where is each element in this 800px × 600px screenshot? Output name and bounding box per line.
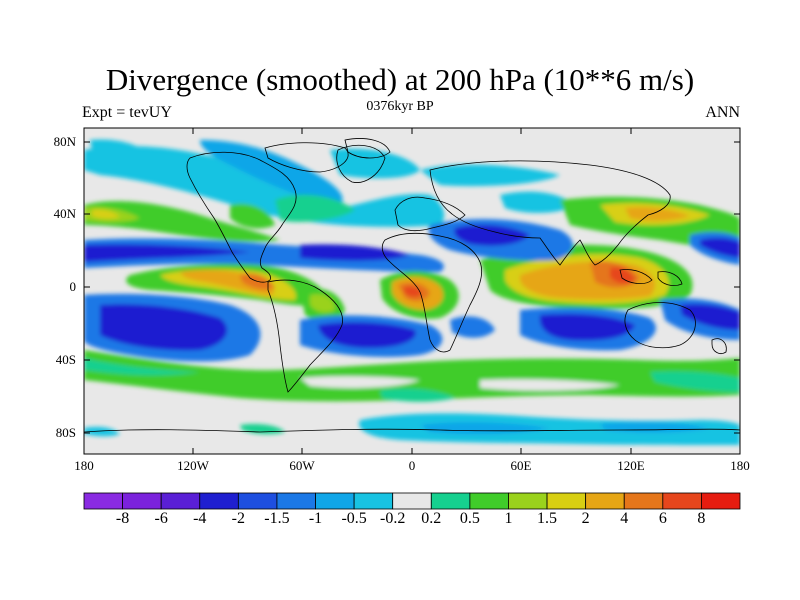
lon-label-60e: 60E xyxy=(510,458,532,473)
colorbar-label: 0.5 xyxy=(459,510,480,527)
colorbar-swatch xyxy=(585,492,625,510)
colorbar-label: -0.2 xyxy=(380,510,406,527)
colorbar-swatch xyxy=(160,492,201,510)
lon-label-180w: 180 xyxy=(74,458,94,473)
colorbar-label: 0.2 xyxy=(421,510,442,527)
colorbar-label: -0.5 xyxy=(341,510,367,527)
axis-ticks xyxy=(84,128,740,454)
colorbar-label: -8 xyxy=(115,510,130,527)
colorbar-label: 4 xyxy=(620,510,629,527)
lon-label-120w: 120W xyxy=(177,458,209,473)
map-title: Divergence (smoothed) at 200 hPa (10**6 … xyxy=(105,62,695,97)
lat-label-40n: 40N xyxy=(53,206,76,221)
lat-label-80s: 80S xyxy=(55,425,76,440)
lon-label-0: 0 xyxy=(408,458,416,473)
colorbar-swatch xyxy=(276,492,316,510)
experiment-label: Expt = tevUY xyxy=(82,104,172,121)
colorbar-swatch xyxy=(122,492,162,510)
colorbar-label: 6 xyxy=(658,510,667,527)
colorbar-swatch xyxy=(469,492,509,510)
colorbar-label: 2 xyxy=(581,510,590,527)
coastlines xyxy=(84,138,740,433)
colorbar-swatch xyxy=(701,492,741,510)
colorbar-label: -6 xyxy=(154,510,168,527)
lat-label-80n: 80N xyxy=(53,134,76,149)
colorbar-label: -2 xyxy=(231,510,245,527)
colorbar-swatch xyxy=(392,492,432,510)
lat-label-0: 0 xyxy=(69,279,77,294)
lat-label-40s: 40S xyxy=(55,352,76,367)
colorbar-swatch xyxy=(315,492,355,510)
colorbar-label: 1.5 xyxy=(537,510,558,527)
colorbar-swatch xyxy=(430,492,471,510)
lon-label-60w: 60W xyxy=(289,458,315,473)
colorbar-label: 1 xyxy=(504,510,513,527)
colorbar-swatch xyxy=(546,492,587,510)
season-label: ANN xyxy=(705,104,740,121)
colorbar-label: 8 xyxy=(697,510,706,527)
colorbar-swatch xyxy=(237,492,278,510)
colorbar-swatch xyxy=(662,492,702,510)
colorbar-swatch xyxy=(83,492,123,510)
colorbar-label: -1.5 xyxy=(264,510,290,527)
colorbar-label: -1 xyxy=(308,510,323,527)
colorbar-swatch xyxy=(353,492,394,510)
colorbar-swatch xyxy=(508,492,548,510)
period-label: 0376kyr BP xyxy=(366,99,434,114)
colorbar-label: -4 xyxy=(193,510,207,527)
contour-field xyxy=(84,128,740,454)
colorbar-swatch xyxy=(623,492,664,510)
colorbar-swatch xyxy=(199,492,239,510)
lon-label-180e: 180 xyxy=(730,458,750,473)
lon-label-120e: 120E xyxy=(617,458,645,473)
